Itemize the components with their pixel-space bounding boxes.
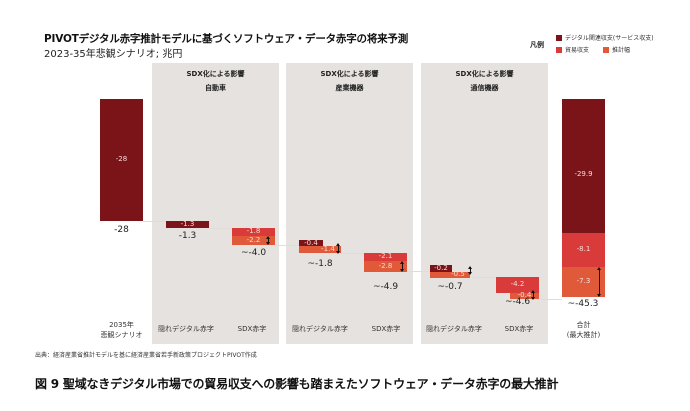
legend-swatch-icon bbox=[603, 46, 609, 53]
bar-segment-label: -1.8 bbox=[246, 227, 261, 235]
category-label-total-2: (最大推計) bbox=[566, 331, 601, 339]
chart-subtitle: 2023-35年悲観シナリオ; 兆円 bbox=[44, 49, 183, 60]
bar-total-label: ~-0.7 bbox=[437, 282, 463, 292]
legend-item-digital: デジタル関連収支(サービス収支) bbox=[556, 33, 654, 42]
bar-total-label: ~-45.3 bbox=[567, 299, 599, 309]
legend-item-label: 貿易収支 bbox=[565, 47, 590, 54]
legend-item-label: デジタル関連収支(サービス収支) bbox=[565, 35, 654, 42]
bar-ind-sdx-range: -2.8 bbox=[364, 261, 407, 272]
legend-swatch-icon bbox=[556, 34, 562, 41]
connector-line bbox=[209, 228, 234, 229]
bar-tel-sdx-range: -0.4 bbox=[510, 291, 539, 299]
legend-item-range: 推計幅 bbox=[603, 45, 630, 54]
category-label-tel-hidden: 隠れデジタル赤字 bbox=[426, 325, 482, 333]
category-label-base-2: 悲観シナリオ bbox=[100, 331, 143, 339]
bar-auto-sdx-range: -2.2 bbox=[232, 236, 275, 245]
bar-segment-label: -28 bbox=[115, 155, 128, 163]
bar-total-label: -1.3 bbox=[178, 231, 197, 241]
bar-total-label: -28 bbox=[114, 225, 129, 235]
panel-subtitle: 通信機器 bbox=[470, 84, 499, 92]
bar-segment-label: -0.4 bbox=[517, 291, 532, 299]
bar-ind-hidden-range: -1.4 bbox=[299, 245, 341, 253]
panel-telecom: SDX化による影響 通信機器 bbox=[421, 63, 548, 344]
category-label-base: 2035年 bbox=[109, 321, 134, 329]
connector-line bbox=[407, 271, 432, 272]
category-label-total: 合計 bbox=[576, 321, 591, 329]
range-arrow-icon bbox=[597, 267, 601, 297]
range-arrow-icon bbox=[400, 261, 404, 272]
panel-industrial: SDX化による影響 産業機器 bbox=[286, 63, 413, 344]
bar-segment-label: -2.2 bbox=[246, 236, 261, 244]
bar-segment-label: -2.1 bbox=[378, 252, 393, 260]
bar-total-label: ~-4.9 bbox=[372, 282, 399, 292]
bar-auto-hidden: -1.3 bbox=[166, 220, 209, 228]
bar-ind-hidden-digital: -0.4 bbox=[299, 239, 323, 247]
connector-line bbox=[275, 245, 299, 246]
panel-subtitle: 自動車 bbox=[205, 84, 226, 92]
category-label-auto-hidden: 隠れデジタル赤字 bbox=[158, 325, 214, 333]
category-label-ind-hidden: 隠れデジタル赤字 bbox=[292, 325, 348, 333]
category-label-auto-sdx: SDX赤字 bbox=[237, 325, 267, 333]
range-arrow-icon bbox=[468, 266, 472, 275]
bar-total-label: ~-1.8 bbox=[307, 259, 333, 269]
bar-segment-label: -7.3 bbox=[576, 277, 591, 285]
connector-line bbox=[473, 277, 497, 278]
bar-tel-sdx-trade: -4.2 bbox=[496, 277, 539, 293]
bar-total-trade: -8.1 bbox=[562, 233, 605, 267]
panel-title: SDX化による影響 bbox=[455, 70, 514, 78]
figure-caption: 図 9 聖域なきデジタル市場での貿易収支への影響も踏まえたソフトウェア・データ赤… bbox=[35, 377, 559, 391]
bar-ind-sdx-trade: -2.1 bbox=[364, 252, 407, 261]
bar-segment-label: -1.4 bbox=[321, 245, 335, 253]
chart-title: PIVOTデジタル赤字推計モデルに基づくソフトウェア・データ赤字の将来予測 bbox=[44, 33, 409, 45]
connector-line bbox=[541, 299, 562, 300]
panel-subtitle: 産業機器 bbox=[335, 84, 364, 92]
legend-item-label: 推計幅 bbox=[612, 47, 631, 54]
panel-automotive: SDX化による影響 自動車 bbox=[152, 63, 279, 344]
bar-total-range: -7.3 bbox=[562, 267, 605, 297]
bar-segment-label: -0.2 bbox=[434, 264, 448, 272]
legend-item-trade: 貿易収支 bbox=[556, 45, 589, 54]
bar-auto-sdx-trade: -1.8 bbox=[232, 227, 275, 236]
bar-segment-label: -2.8 bbox=[378, 262, 393, 270]
range-arrow-icon bbox=[531, 290, 535, 300]
range-arrow-icon bbox=[266, 236, 270, 245]
bar-segment-label: -0.5 bbox=[451, 270, 465, 278]
bar-segment-label: -8.1 bbox=[576, 245, 591, 253]
connector-line bbox=[341, 253, 366, 254]
bar-segment-label: -1.3 bbox=[180, 220, 195, 228]
category-label-ind-sdx: SDX赤字 bbox=[371, 325, 401, 333]
legend-swatch-icon bbox=[556, 46, 562, 53]
range-arrow-icon bbox=[336, 243, 340, 254]
bar-segment-label: -4.2 bbox=[510, 280, 525, 288]
bar-segment-label: -29.9 bbox=[574, 170, 593, 178]
bar-tel-hidden-range: -0.5 bbox=[430, 270, 470, 278]
bar-total-label: ~-4.6 bbox=[504, 297, 531, 307]
source-note: 出典：経済産業省推計モデルを基に経済産業省若手新政策プロジェクトPIVOT作成 bbox=[35, 352, 257, 359]
panel-title: SDX化による影響 bbox=[186, 70, 245, 78]
connector-line bbox=[143, 221, 173, 222]
bar-total-digital: -29.9 bbox=[562, 99, 605, 233]
legend-label: 凡例 bbox=[530, 41, 544, 49]
panel-title: SDX化による影響 bbox=[320, 70, 379, 78]
bar-total-label: ~-4.0 bbox=[240, 248, 267, 258]
bar-segment-label: -0.4 bbox=[304, 239, 318, 247]
bar-tel-hidden-digital: -0.2 bbox=[430, 264, 452, 272]
bar-base-scenario: -28 bbox=[100, 99, 143, 221]
category-label-tel-sdx: SDX赤字 bbox=[504, 325, 534, 333]
